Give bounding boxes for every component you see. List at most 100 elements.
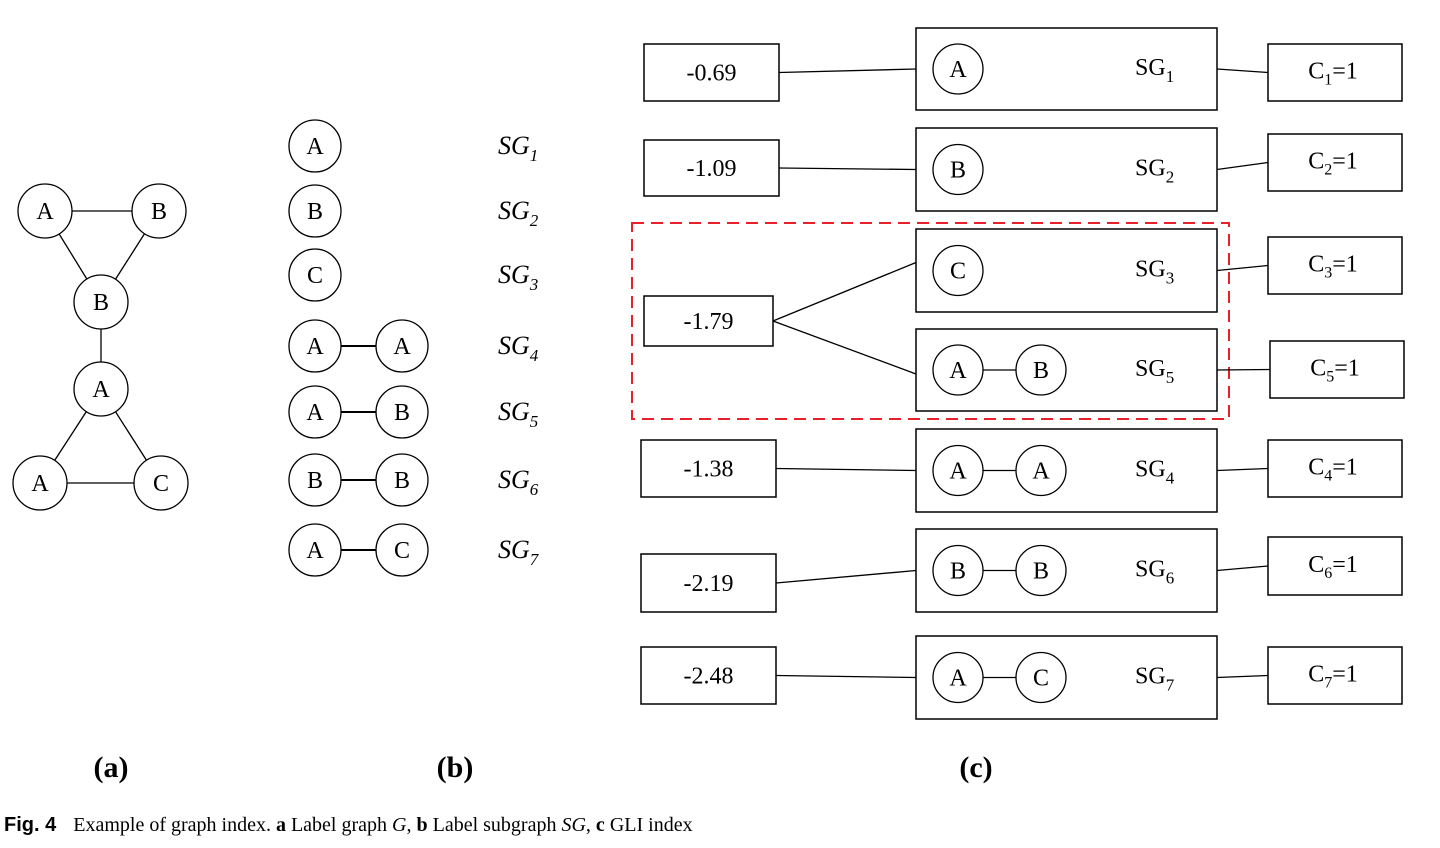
graph-node-2-circle	[73, 274, 129, 330]
caption-c: c	[595, 814, 605, 836]
graph-node-1-circle	[131, 183, 187, 239]
subgraph-node-0: A	[288, 523, 342, 577]
subgraph-node-1-circle	[375, 523, 429, 577]
subgraph-label-1: SG1	[498, 131, 538, 165]
index-entry-1: A SG1 C1=1	[778, 27, 1403, 111]
index-key-0: -0.69	[643, 43, 780, 102]
entry-sg-label: SG1	[1135, 55, 1174, 86]
entry-node-0-label: A	[949, 57, 967, 83]
subgraph-node-1: B	[375, 453, 429, 507]
entry-node-0-circle	[932, 43, 984, 95]
caption-sg: SG	[561, 814, 586, 836]
entry-node-0-label: B	[950, 559, 966, 585]
entry-node-0-circle	[932, 651, 984, 704]
entry-node-1-circle	[1015, 444, 1067, 497]
caption-text: Example of graph index.	[73, 814, 271, 836]
graph-node-3-circle	[73, 361, 129, 417]
key-connector	[775, 467, 917, 472]
count-label: C4=1	[1308, 455, 1358, 485]
count-label: C1=1	[1308, 59, 1358, 89]
entry-node-0: A	[932, 43, 984, 95]
count-connector	[1216, 68, 1269, 74]
subgraph-label-3: SG3	[498, 260, 538, 294]
subgraph-row-5: A B SG5	[288, 385, 538, 439]
subgraph-node-0: A	[288, 319, 342, 373]
entry-sg-label: SG3	[1135, 257, 1174, 288]
caption-fig-number: Fig. 4	[4, 814, 57, 836]
panel-label-a: (a)	[94, 751, 129, 784]
key-connector	[775, 569, 917, 584]
subgraph-row-6: B B SG6	[288, 453, 539, 507]
entry-node-1-label: B	[1033, 559, 1049, 585]
label-subgraph-panel: A SG1 B SG2 C SG3 A A SG4 A B SG5 B B SG6 A C SG7	[288, 119, 540, 577]
key-connector	[775, 674, 917, 679]
subgraph-node-0-circle	[288, 523, 342, 577]
entry-node-0-label: A	[949, 459, 967, 485]
count-box	[1267, 236, 1403, 295]
graph-node-5: C	[133, 455, 189, 511]
entry-node-0-circle	[932, 244, 984, 297]
subgraph-node-0-label: A	[306, 538, 324, 564]
entry-node-0-circle	[932, 344, 984, 396]
subgraph-node-0: C	[288, 248, 342, 302]
subgraph-label-6: SG6	[498, 465, 539, 499]
shared-key-highlight	[631, 222, 1230, 420]
index-key-1: -1.09	[643, 139, 780, 197]
entry-node-0-circle	[932, 544, 984, 597]
subgraph-node-1: B	[375, 385, 429, 439]
subgraph-node-0-circle	[288, 319, 342, 373]
entry-node-1: B	[1015, 544, 1067, 597]
key-value: -1.38	[684, 457, 734, 483]
count-label: C6=1	[1308, 552, 1358, 582]
index-entry-6: B B SG6 C6=1	[775, 528, 1403, 613]
index-entry-5: A B SG5 C5=1	[772, 320, 1405, 412]
count-box	[1267, 133, 1403, 192]
key-box	[640, 553, 777, 613]
subgraph-node-0-label: C	[307, 263, 323, 289]
count-connector	[1216, 264, 1269, 272]
key-box	[643, 295, 774, 347]
entry-sg-label: SG7	[1135, 664, 1175, 695]
subgraph-label-4: SG4	[498, 331, 539, 365]
caption-text-c: GLI index	[609, 814, 693, 836]
subgraph-label-7: SG7	[498, 535, 540, 569]
key-box	[643, 139, 780, 197]
count-label: C5=1	[1310, 356, 1360, 386]
graph-node-0-circle	[17, 183, 73, 239]
entry-node-1-label: C	[1033, 666, 1049, 692]
subgraph-node-1-circle	[375, 453, 429, 507]
graph-node-0: A	[17, 183, 73, 239]
count-connector	[1216, 368, 1271, 371]
subgraph-row-1: A SG1	[288, 119, 538, 173]
entry-node-1-circle	[1015, 544, 1067, 597]
key-connector	[772, 320, 917, 375]
caption-b: b	[416, 814, 428, 836]
key-connector	[778, 167, 917, 171]
count-box	[1269, 340, 1405, 399]
graph-node-2: B	[73, 274, 129, 330]
label-graph-panel: A B B A A C	[12, 183, 189, 511]
key-connector	[778, 68, 917, 74]
subgraph-label-5: SG5	[498, 397, 538, 431]
entry-node-1-label: B	[1033, 358, 1049, 384]
figure-caption: Fig. 4 Example of graph index. a Label g…	[4, 814, 693, 836]
count-box	[1267, 646, 1403, 705]
subgraph-node-0-label: A	[306, 400, 324, 426]
graph-node-5-label: C	[153, 471, 169, 497]
key-value: -0.69	[687, 61, 737, 87]
graph-node-3-label: A	[92, 377, 110, 403]
graph-node-2-label: B	[93, 290, 109, 316]
subgraph-node-0-label: B	[307, 468, 323, 494]
key-value: -2.19	[684, 571, 734, 597]
graph-node-5-circle	[133, 455, 189, 511]
entry-sg-label: SG6	[1135, 557, 1174, 588]
entry-sg-label: SG5	[1135, 356, 1174, 387]
entry-node-1: B	[1015, 344, 1067, 396]
subgraph-node-1: A	[375, 319, 429, 373]
gli-index-panel: -0.69 -1.09 -1.79 -1.38 -2.19 -2.48 A SG1 C1=1 B S…	[631, 27, 1405, 720]
entry-node-0: B	[932, 544, 984, 597]
entry-sg-label: SG2	[1135, 156, 1174, 187]
subgraph-node-1-label: B	[394, 400, 410, 426]
count-connector	[1216, 161, 1269, 171]
key-box	[643, 43, 780, 102]
